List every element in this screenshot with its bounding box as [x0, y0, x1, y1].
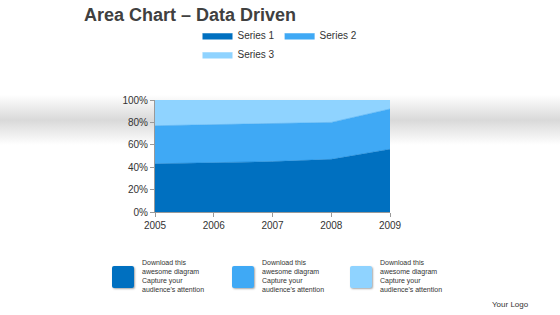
- svg-text:100%: 100%: [122, 95, 148, 106]
- svg-text:2005: 2005: [144, 220, 167, 231]
- svg-text:40%: 40%: [128, 162, 148, 173]
- svg-text:80%: 80%: [128, 117, 148, 128]
- html-text:Download this: Download this: [142, 259, 186, 266]
- html-text:Capture your: Capture your: [142, 277, 183, 284]
- svg-text:2006: 2006: [203, 220, 226, 231]
- svg-text:2009: 2009: [379, 220, 402, 231]
- html-text:Your Logo: Your Logo: [492, 300, 529, 309]
- svg-text:Area Chart – Data Driven: Area Chart – Data Driven: [84, 5, 296, 25]
- html-text:audience's attention: audience's attention: [262, 286, 325, 293]
- svg-text:Series 3: Series 3: [238, 49, 275, 60]
- svg-text:Series 2: Series 2: [320, 30, 357, 41]
- html-text:Capture your: Capture your: [262, 277, 303, 284]
- svg-text:60%: 60%: [128, 139, 148, 150]
- html-text:Download this: Download this: [380, 259, 424, 266]
- html-text:Capture your: Capture your: [380, 277, 421, 284]
- svg-text:2007: 2007: [261, 220, 284, 231]
- svg-text:2008: 2008: [320, 220, 343, 231]
- html-text:awesome diagram: awesome diagram: [142, 268, 200, 275]
- html-text:audience's attention: audience's attention: [142, 286, 205, 293]
- html-text:audience's attention: audience's attention: [380, 286, 443, 293]
- svg-text:20%: 20%: [128, 184, 148, 195]
- html-text:Download this: Download this: [262, 259, 306, 266]
- svg-text:0%: 0%: [134, 207, 149, 218]
- html-text:awesome diagram: awesome diagram: [262, 268, 320, 275]
- html-text:awesome diagram: awesome diagram: [380, 268, 438, 275]
- svg-text:Series 1: Series 1: [238, 30, 275, 41]
